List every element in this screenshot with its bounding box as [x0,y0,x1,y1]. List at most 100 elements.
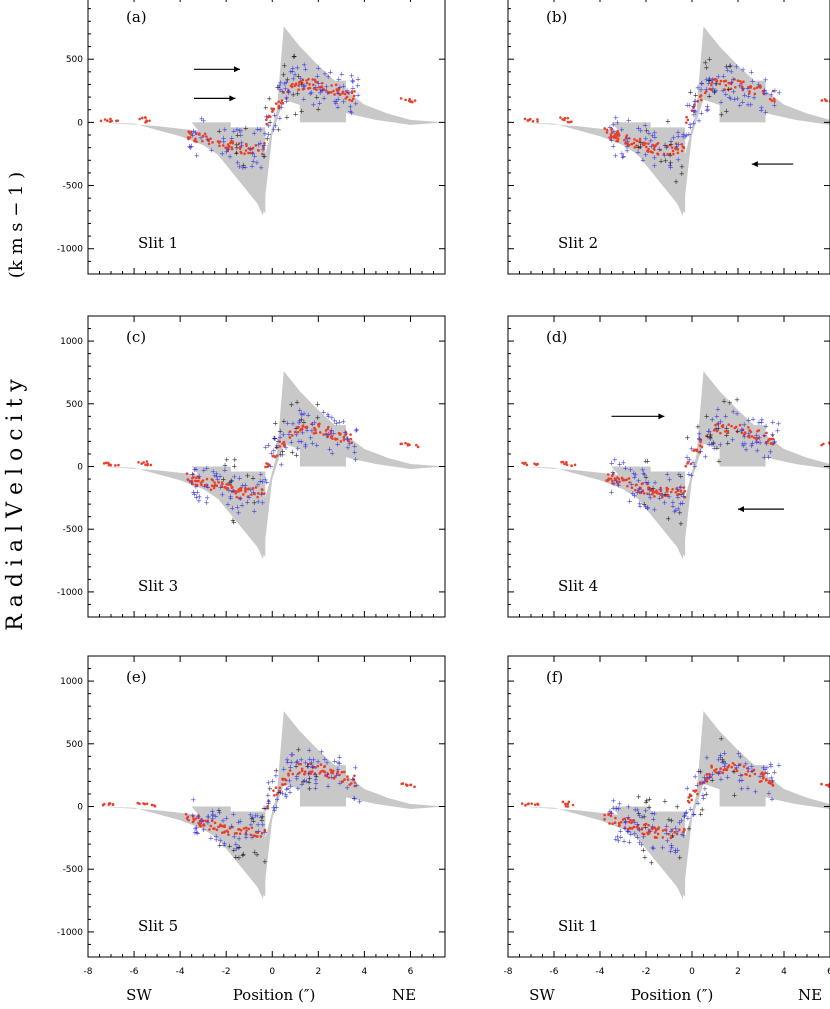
data-point-red [329,432,332,436]
data-point-blue: + [707,773,713,781]
data-point-red [820,782,823,786]
data-point-blue: + [210,812,216,820]
data-point-blue: + [684,785,690,793]
data-point-blue: + [309,759,315,767]
data-point-black: + [686,825,692,833]
data-point-blue: + [749,767,755,775]
data-point-blue: + [650,844,656,852]
data-point-blue: + [260,499,266,507]
data-point-red [259,835,263,838]
data-point-blue: + [335,89,341,97]
data-point-red [136,801,140,805]
annotation-arrowhead [229,95,236,102]
data-point-blue: + [646,491,652,499]
data-point-blue: + [701,774,707,782]
data-point-black: + [678,520,684,528]
data-point-red [773,100,776,103]
data-point-red [227,833,230,836]
data-point-blue: + [688,805,694,813]
data-point-red [748,435,751,439]
data-point-blue: + [242,164,248,172]
data-point-blue: + [262,829,268,837]
data-point-blue: + [264,113,270,121]
data-point-blue: + [333,100,339,108]
data-point-blue: + [258,490,264,498]
data-point-red [753,87,756,90]
data-point-red [140,462,143,465]
data-point-red [342,435,346,439]
data-point-blue: + [669,844,675,852]
data-point-blue: + [222,126,228,134]
x-axis-labels: SW Position (″) NE SW Position (″) NE [126,986,822,1004]
data-point-blue: + [678,484,684,492]
data-point-black: + [227,843,233,851]
x-tick-label: 2 [315,967,321,977]
data-point-blue: + [248,145,254,153]
data-point-red [624,820,627,824]
data-point-red [304,425,307,429]
data-point-red [216,140,220,143]
data-point-black: + [731,768,737,776]
data-point-black: + [231,518,237,526]
data-point-blue: + [677,819,683,827]
data-point-red [635,144,638,147]
data-point-red [716,771,719,775]
data-point-red [618,480,621,484]
data-point-red [277,106,281,109]
data-point-blue: + [290,751,296,759]
data-point-blue: + [702,785,708,793]
data-point-red [217,825,220,829]
data-point-blue: + [329,426,335,434]
data-point-black: + [300,778,306,786]
data-point-red [226,149,230,152]
x-tick-label: 4 [781,967,787,977]
data-point-red [536,118,539,121]
data-point-black: + [291,53,297,61]
data-point-blue: + [313,785,319,793]
data-point-blue: + [210,811,216,819]
data-point-blue: + [674,828,680,836]
data-point-black: + [234,144,240,152]
data-point-blue: + [770,418,776,426]
data-point-red [689,462,693,466]
data-point-black: + [284,113,290,121]
data-point-blue: + [607,124,613,132]
data-point-blue: + [692,773,698,781]
data-point-red [768,97,772,101]
data-point-blue: + [624,138,630,146]
data-point-blue: + [344,435,350,443]
data-point-blue: + [734,95,740,103]
data-point-blue: + [273,772,279,780]
data-point-blue: + [717,768,723,776]
data-point-blue: + [763,89,769,97]
data-point-red [771,437,775,441]
data-point-blue: + [355,75,361,83]
data-point-red [294,82,298,85]
data-point-blue: + [707,77,713,85]
data-point-blue: + [768,761,774,769]
data-point-blue: + [723,760,729,768]
data-point-red [346,778,350,781]
data-point-blue: + [624,143,630,151]
data-point-blue: + [635,488,641,496]
data-point-red [727,81,731,85]
data-point-blue: + [751,94,757,102]
data-point-red [736,79,740,82]
data-point-blue: + [684,101,690,109]
data-point-blue: + [292,71,298,79]
data-point-blue: + [637,812,643,820]
data-point-red [563,118,566,122]
data-point-blue: + [256,827,262,835]
data-point-blue: + [711,444,717,452]
data-point-blue: + [771,101,777,109]
data-point-blue: + [336,753,342,761]
data-point-red [238,496,241,500]
data-point-blue: + [265,791,271,799]
data-point-red [271,454,275,458]
data-point-blue: + [662,499,668,507]
data-point-blue: + [213,836,219,844]
data-point-red [634,488,637,492]
data-point-blue: + [325,89,331,97]
data-point-black: + [267,785,273,793]
data-point-red [638,140,641,143]
